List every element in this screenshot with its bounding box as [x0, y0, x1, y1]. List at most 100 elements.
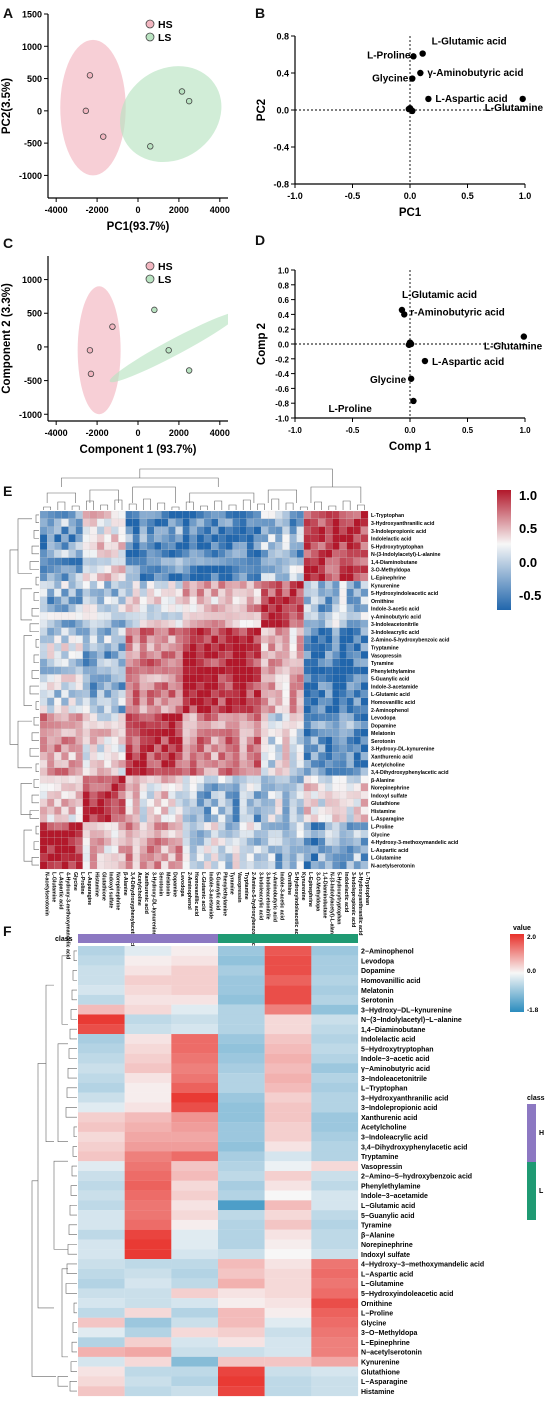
heatmap-cell: [154, 705, 162, 714]
heatmap-cell: [161, 643, 169, 652]
heatmap-cell: [78, 1366, 125, 1377]
row-label: 3-Hydroxyanthranilic acid: [371, 521, 434, 527]
heatmap-cell: [132, 542, 140, 551]
heatmap-cell: [68, 674, 76, 683]
heatmap-cell: [353, 697, 361, 706]
loading-label: L-Glutamic acid: [432, 37, 507, 48]
heatmap-cell: [346, 783, 354, 792]
heatmap-cell: [232, 596, 240, 605]
heatmap-cell: [168, 845, 176, 854]
heatmap-cell: [78, 1259, 125, 1269]
heatmap-cell: [268, 643, 276, 652]
heatmap-cell: [54, 573, 62, 582]
heatmap-cell: [132, 643, 140, 652]
heatmap-cell: [296, 588, 304, 597]
heatmap-cell: [203, 689, 212, 698]
heatmap-cell: [296, 767, 304, 776]
heatmap-cell: [218, 1386, 265, 1397]
heatmap-cell: [125, 814, 133, 823]
column-label: Phenylethylamine: [222, 872, 228, 916]
heatmap-cell: [264, 1200, 312, 1211]
heatmap-cell: [96, 697, 105, 706]
heatmap-cell: [111, 588, 119, 597]
heatmap-cell: [260, 697, 269, 706]
heatmap-cell: [146, 549, 155, 558]
heatmap-cell: [124, 1268, 172, 1279]
heatmap-cell: [218, 1190, 265, 1201]
heatmap-cell: [111, 752, 119, 761]
heatmap-cell: [68, 557, 76, 566]
heatmap-cell: [225, 542, 233, 551]
heatmap-cell: [168, 580, 176, 589]
heatmap-cell: [282, 542, 290, 551]
heatmap-cell: [168, 822, 176, 831]
heatmap-cell: [154, 682, 162, 691]
heatmap-cell: [124, 1210, 172, 1221]
heatmap-cell: [318, 627, 326, 636]
heatmap-cell: [154, 697, 162, 706]
heatmap-cell: [132, 814, 140, 823]
heatmap-cell: [168, 713, 176, 722]
heatmap-cell: [260, 658, 269, 667]
heatmap-cell: [89, 627, 98, 636]
heatmap-cell: [289, 635, 297, 644]
heatmap-cell: [47, 853, 55, 862]
heatmap-cell: [124, 955, 172, 966]
heatmap-cell: [82, 542, 91, 551]
heatmap-cell: [232, 830, 240, 838]
heatmap-cell: [132, 596, 140, 605]
heatmap-cell: [182, 573, 190, 582]
heatmap-cell: [96, 674, 105, 683]
heatmap-cell: [39, 674, 48, 683]
heatmap-cell: [296, 643, 304, 652]
heatmap-cell: [168, 658, 176, 667]
heatmap-cell: [75, 658, 83, 667]
heatmap-cell: [225, 767, 233, 776]
heatmap-cell: [75, 627, 83, 636]
heatmap-cell: [296, 674, 304, 683]
heatmap-cell: [96, 845, 105, 854]
heatmap-cell: [47, 721, 55, 730]
heatmap-cell: [346, 549, 354, 558]
x-tick-label: -1.0: [288, 426, 302, 435]
heatmap-cell: [353, 534, 361, 543]
heatmap-cell: [218, 651, 226, 659]
heatmap-cell: [311, 1043, 359, 1054]
heatmap-cell: [225, 837, 233, 846]
heatmap-cell: [264, 1014, 312, 1025]
heatmap-cell: [104, 510, 112, 519]
y-tick-label: 0.8: [278, 281, 290, 290]
heatmap-cell: [161, 853, 169, 862]
heatmap-cell: [168, 604, 176, 613]
heatmap-cell: [232, 565, 240, 574]
heatmap-cell: [68, 510, 76, 519]
heatmap-cell: [239, 837, 247, 846]
heatmap-cell: [211, 728, 219, 737]
heatmap-cell: [339, 643, 347, 652]
heatmap-cell: [154, 612, 162, 621]
heatmap-cell: [282, 666, 290, 675]
column-label: Levodopa: [179, 872, 185, 897]
heatmap-cell: [339, 573, 347, 582]
heatmap-cell: [311, 1063, 359, 1074]
class-legend-swatch-l: [527, 1162, 536, 1220]
heatmap-cell: [139, 705, 148, 714]
heatmap-cell: [303, 619, 312, 628]
heatmap-cell: [239, 588, 247, 597]
colorbar-tick-label: 0.0: [519, 555, 537, 570]
heatmap-cell: [125, 643, 133, 652]
row-label: Melatonin: [371, 731, 395, 737]
heatmap-cell: [125, 721, 133, 730]
heatmap-cell: [139, 721, 148, 730]
heatmap-cell: [296, 861, 304, 870]
heatmap-cell: [211, 861, 219, 870]
heatmap-cell: [232, 689, 240, 698]
heatmap-cell: [325, 573, 333, 582]
heatmap-cell: [203, 534, 212, 543]
column-label: 2-Amino-5-hydroxybenzoic acid: [250, 872, 256, 950]
heatmap-cell: [89, 728, 98, 737]
heatmap-cell: [111, 713, 119, 722]
heatmap-cell: [211, 721, 219, 730]
heatmap-cell: [311, 1219, 359, 1230]
heatmap-cell: [175, 767, 183, 776]
